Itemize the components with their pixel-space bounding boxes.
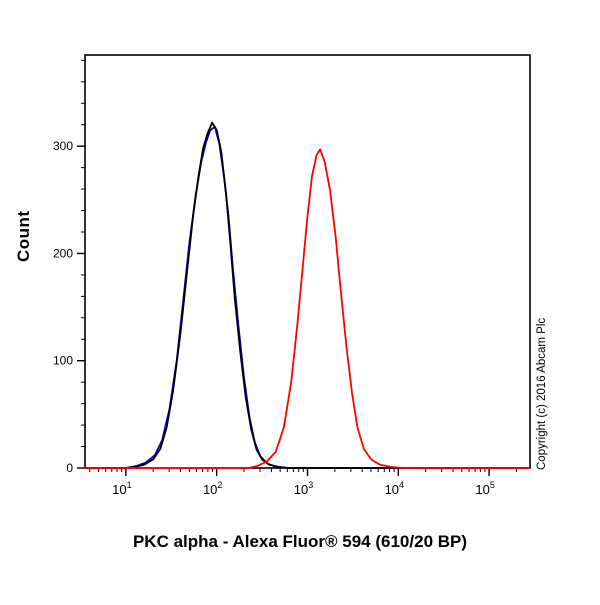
x-tick-label: 102 <box>203 480 222 497</box>
y-axis-title: Count <box>14 210 33 262</box>
curve-pkc-alpha-labelled-red <box>84 148 531 469</box>
x-tick-label: 105 <box>475 480 494 497</box>
plot-frame <box>84 54 531 469</box>
curve-isotype-control-black <box>84 121 531 469</box>
y-tick-label: 100 <box>53 354 73 368</box>
x-tick-label: 104 <box>385 480 404 497</box>
x-tick-label: 103 <box>294 480 313 497</box>
chart-title: PKC alpha - Alexa Fluor® 594 (610/20 BP) <box>132 532 468 551</box>
curve-unlabelled-control-blue <box>84 126 531 469</box>
y-tick-label: 300 <box>53 139 73 153</box>
y-tick-label: 0 <box>66 461 73 475</box>
x-tick-label: 101 <box>112 480 131 497</box>
copyright-text: Copyright (c) 2016 Abcam Plc <box>536 317 548 470</box>
y-tick-label: 200 <box>53 246 73 260</box>
